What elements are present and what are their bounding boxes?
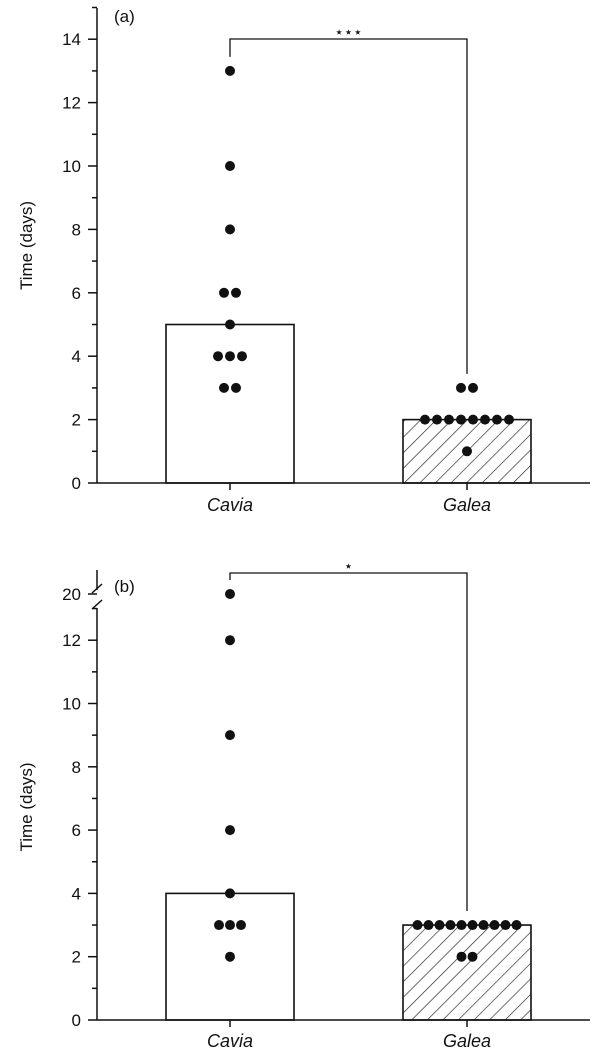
x-category-label: Galea bbox=[443, 1031, 491, 1051]
data-point-cavia bbox=[225, 825, 235, 836]
data-point-galea bbox=[467, 951, 478, 962]
data-point-galea bbox=[467, 920, 478, 931]
data-point-cavia bbox=[225, 951, 235, 962]
data-point-galea bbox=[444, 414, 454, 425]
y-tick-label: 0 bbox=[72, 474, 81, 493]
y-tick-label: 4 bbox=[72, 347, 81, 366]
data-point-cavia bbox=[237, 351, 247, 362]
panel-label: (b) bbox=[114, 577, 135, 596]
significance-bracket bbox=[229, 572, 468, 912]
data-point-galea bbox=[456, 382, 466, 393]
x-category-label: Cavia bbox=[207, 1031, 253, 1051]
y-tick-label: 2 bbox=[72, 411, 81, 430]
panel-label: (a) bbox=[114, 7, 135, 26]
y-tick-label: 10 bbox=[62, 695, 81, 714]
x-category-label: Cavia bbox=[207, 495, 253, 515]
axis-break-mark bbox=[91, 583, 103, 594]
y-tick-label: 6 bbox=[72, 284, 81, 303]
data-point-cavia bbox=[225, 730, 235, 741]
data-point-galea bbox=[434, 920, 445, 931]
y-tick-label: 8 bbox=[72, 758, 81, 777]
y-tick-label: 10 bbox=[62, 157, 81, 176]
data-point-cavia bbox=[231, 382, 241, 393]
bar-galea bbox=[402, 924, 532, 1021]
significance-marker: ⋆⋆⋆ bbox=[334, 24, 362, 41]
data-point-galea bbox=[500, 920, 511, 931]
data-point-galea bbox=[468, 414, 478, 425]
data-point-galea bbox=[504, 414, 514, 425]
y-tick-label-break: 20 bbox=[62, 585, 81, 604]
data-point-cavia bbox=[219, 382, 229, 393]
panel-a-chart: 0 2 4 6 8 10 12 14 Cavia Galea Time (days) (a) ⋆⋆⋆ bbox=[17, 6, 590, 515]
data-point-galea bbox=[462, 446, 472, 457]
data-point-galea bbox=[478, 920, 489, 931]
data-point-galea bbox=[468, 382, 478, 393]
significance-bracket bbox=[229, 38, 468, 374]
data-point-cavia bbox=[225, 635, 235, 646]
data-point-cavia bbox=[225, 589, 235, 599]
data-point-galea bbox=[432, 414, 442, 425]
data-point-cavia bbox=[236, 920, 246, 931]
y-axis-title: Time (days) bbox=[17, 762, 36, 851]
data-point-cavia bbox=[231, 287, 241, 298]
data-point-galea bbox=[423, 920, 434, 931]
y-tick-label: 12 bbox=[62, 94, 81, 113]
data-point-galea bbox=[456, 414, 466, 425]
y-tick-label: 2 bbox=[72, 948, 81, 967]
data-point-galea bbox=[492, 414, 502, 425]
data-point-cavia bbox=[225, 65, 235, 76]
data-point-cavia bbox=[219, 287, 229, 298]
data-point-cavia bbox=[214, 920, 224, 931]
axis-break-mark bbox=[91, 599, 103, 610]
data-point-cavia bbox=[225, 351, 235, 362]
y-tick-label: 12 bbox=[62, 631, 81, 650]
data-point-cavia bbox=[225, 888, 235, 899]
data-point-galea bbox=[420, 414, 430, 425]
bar-cavia bbox=[165, 323, 295, 484]
data-point-cavia bbox=[225, 224, 235, 235]
x-category-label: Galea bbox=[443, 495, 491, 515]
data-point-galea bbox=[489, 920, 500, 931]
data-point-cavia bbox=[225, 161, 235, 171]
y-axis-title: Time (days) bbox=[17, 201, 36, 290]
data-point-galea bbox=[445, 920, 456, 931]
data-point-cavia bbox=[225, 319, 235, 330]
data-point-galea bbox=[480, 414, 490, 425]
data-point-cavia bbox=[213, 351, 223, 362]
data-point-galea bbox=[456, 951, 467, 962]
data-point-cavia bbox=[225, 920, 235, 931]
data-point-galea bbox=[412, 920, 423, 931]
y-tick-label: 4 bbox=[72, 884, 81, 903]
data-point-galea bbox=[511, 920, 522, 931]
y-tick-label: 8 bbox=[72, 220, 81, 239]
y-tick-label: 6 bbox=[72, 821, 81, 840]
data-point-galea bbox=[456, 920, 467, 931]
y-tick-label: 0 bbox=[72, 1011, 81, 1030]
significance-marker: ⋆ bbox=[344, 558, 353, 575]
panel-b-chart: 0 2 4 6 8 10 12 20 Cavia Galea Time (days) (b) ⋆ bbox=[17, 558, 590, 1051]
y-tick-label: 14 bbox=[62, 30, 81, 49]
